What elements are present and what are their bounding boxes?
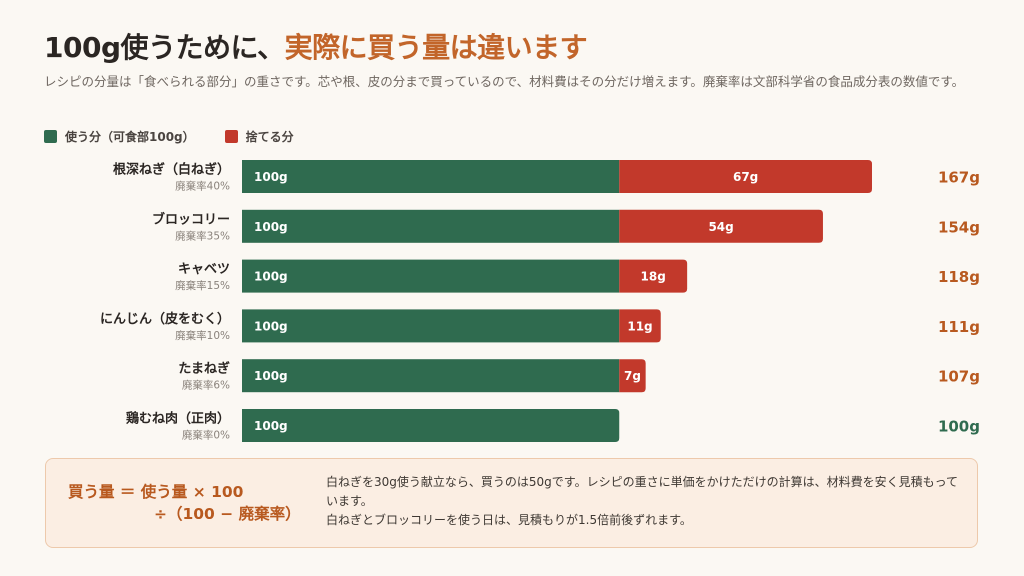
bar-waste: [619, 160, 872, 193]
formula-line-2: ÷（100 − 廃棄率）: [154, 505, 301, 523]
legend-swatch-used: [44, 130, 57, 143]
legend-label-used: 使う分（可食部100g）: [65, 130, 195, 144]
total-label: 100g: [938, 418, 980, 436]
formula-text: 買う量 ＝ 使う量 × 100 ÷（100 − 廃棄率）: [68, 481, 308, 525]
rate-label: 廃棄率35%: [175, 229, 230, 242]
bar-used-label: 100g: [254, 419, 288, 433]
title-accent: 実際に買う量は違います: [284, 31, 588, 64]
formula-note: 白ねぎを30g使う献立なら、買うのは50gです。レシピの重さに単価をかけただけの…: [326, 473, 962, 530]
rate-label: 廃棄率15%: [175, 279, 230, 292]
formula-line-1: 買う量 ＝ 使う量 × 100: [68, 483, 244, 501]
rate-label: 廃棄率6%: [182, 379, 230, 392]
total-label: 107g: [938, 368, 980, 386]
bar-waste-label: 18g: [641, 270, 666, 284]
total-label: 118g: [938, 268, 980, 286]
total-label: 154g: [938, 218, 980, 236]
total-label: 111g: [938, 318, 980, 336]
legend-item-used: 使う分（可食部100g）: [44, 128, 195, 145]
rate-label: 廃棄率10%: [175, 329, 230, 342]
bar-used-label: 100g: [254, 170, 288, 184]
category-label: 鶏むね肉（正肉）: [126, 411, 230, 427]
note-line-1: 白ねぎを30g使う献立なら、買うのは50gです。レシピの重さに単価をかけただけの…: [326, 475, 958, 508]
bar-waste: [619, 259, 688, 293]
legend-swatch-waste: [224, 130, 238, 143]
rate-label: 廃棄率40%: [175, 180, 230, 193]
bar-used: [242, 209, 620, 243]
title-main: 100g使うために、: [44, 31, 285, 64]
bar-waste-label: 67g: [733, 170, 758, 184]
bar-used-label: 100g: [254, 369, 288, 383]
bar-used-label: 100g: [254, 319, 288, 333]
category-label: にんじん（皮をむく）: [100, 311, 230, 327]
rate-label: 廃棄率0%: [182, 429, 230, 442]
bar-waste: [619, 309, 661, 343]
bar-used: [242, 160, 620, 193]
page-title: 100g使うために、実際に買う量は違います: [44, 26, 588, 66]
bar-used: [242, 309, 620, 343]
category-label: ブロッコリー: [152, 211, 230, 227]
bar-used: [242, 259, 620, 293]
bar-waste-label: 54g: [708, 220, 733, 234]
note-line-2: 白ねぎとブロッコリーを使う日は、見積もりが1.5倍前後ずれます。: [326, 513, 692, 527]
bar-waste-label: 7g: [624, 369, 641, 383]
category-label: 根深ねぎ（白ねぎ）: [113, 162, 230, 178]
bar-used: [242, 359, 620, 393]
page-subtitle: レシピの分量は「食べられる部分」の重さです。芯や根、皮の分まで買っているので、材…: [44, 74, 965, 89]
bar-used-label: 100g: [254, 220, 288, 234]
chart-legend: 使う分（可食部100g） 捨てる分: [44, 128, 324, 145]
formula-panel: 買う量 ＝ 使う量 × 100 ÷（100 − 廃棄率） 白ねぎを30g使う献立…: [45, 458, 978, 548]
total-label: 167g: [938, 169, 980, 187]
bar-waste: [619, 209, 823, 243]
bar-waste-label: 11g: [627, 319, 652, 333]
category-label: キャベツ: [178, 262, 230, 277]
bar-used-label: 100g: [254, 270, 288, 284]
category-label: たまねぎ: [178, 361, 230, 377]
legend-label-waste: 捨てる分: [245, 130, 294, 144]
bar-used: [242, 409, 620, 442]
legend-item-waste: 捨てる分: [224, 128, 294, 145]
bar-waste: [619, 359, 646, 393]
